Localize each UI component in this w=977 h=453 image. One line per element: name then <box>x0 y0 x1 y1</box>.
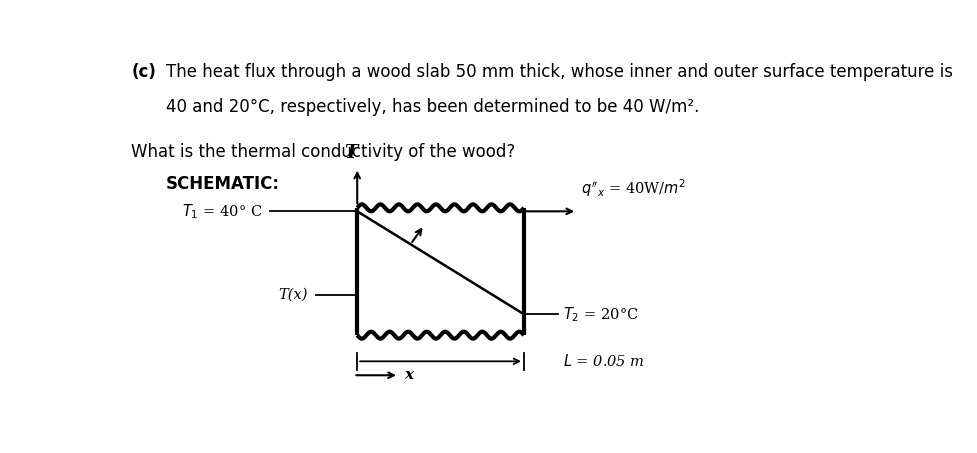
Text: x: x <box>404 368 413 382</box>
Text: $L$ = 0.05 m: $L$ = 0.05 m <box>563 353 645 369</box>
Text: $T_1$ = 40° C: $T_1$ = 40° C <box>182 202 262 221</box>
Text: $q''_x$ = 40W/$m^2$: $q''_x$ = 40W/$m^2$ <box>580 178 685 199</box>
Text: The heat flux through a wood slab 50 mm thick, whose inner and outer surface tem: The heat flux through a wood slab 50 mm … <box>166 63 953 81</box>
Text: T: T <box>344 145 358 163</box>
Text: SCHEMATIC:: SCHEMATIC: <box>166 175 280 193</box>
Text: (c): (c) <box>131 63 156 81</box>
Text: 40 and 20°C, respectively, has been determined to be 40 W/m².: 40 and 20°C, respectively, has been dete… <box>166 98 699 116</box>
Text: What is the thermal conductivity of the wood?: What is the thermal conductivity of the … <box>131 143 515 161</box>
Text: $T_2$ = 20°C: $T_2$ = 20°C <box>563 305 638 323</box>
Text: T(x): T(x) <box>278 288 308 302</box>
